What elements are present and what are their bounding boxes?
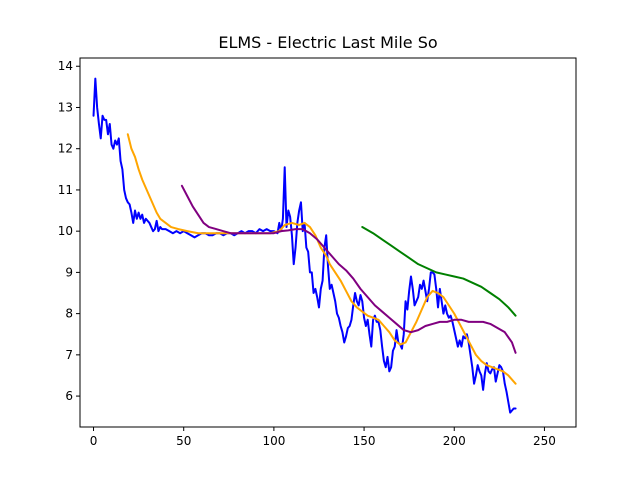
x-tick-label: 150 [353, 434, 376, 448]
y-tick-label: 13 [58, 100, 73, 114]
x-tick-label: 250 [533, 434, 556, 448]
series-layer [92, 77, 517, 414]
x-tick-label: 200 [443, 434, 466, 448]
series-line-4 [361, 226, 517, 317]
y-tick-label: 11 [58, 183, 73, 197]
x-axis: 0 50 100 150 200 250 [90, 427, 556, 448]
y-tick-label: 7 [65, 348, 73, 362]
series-line-3 [180, 184, 517, 354]
y-tick-label: 14 [58, 59, 73, 73]
x-tick-label: 0 [90, 434, 98, 448]
y-tick-label: 9 [65, 265, 73, 279]
y-tick-label: 6 [65, 389, 73, 403]
x-tick-label: 100 [262, 434, 285, 448]
series-line-1 [92, 77, 517, 414]
series-line-2 [126, 133, 517, 385]
y-axis: 6 7 8 9 10 11 12 13 14 [58, 59, 80, 403]
plot-frame [79, 57, 577, 428]
y-tick-label: 12 [58, 142, 73, 156]
y-tick-label: 10 [58, 224, 73, 238]
x-tick-label: 50 [176, 434, 191, 448]
y-tick-label: 8 [65, 307, 73, 321]
chart-title: ELMS - Electric Last Mile So [218, 33, 437, 52]
